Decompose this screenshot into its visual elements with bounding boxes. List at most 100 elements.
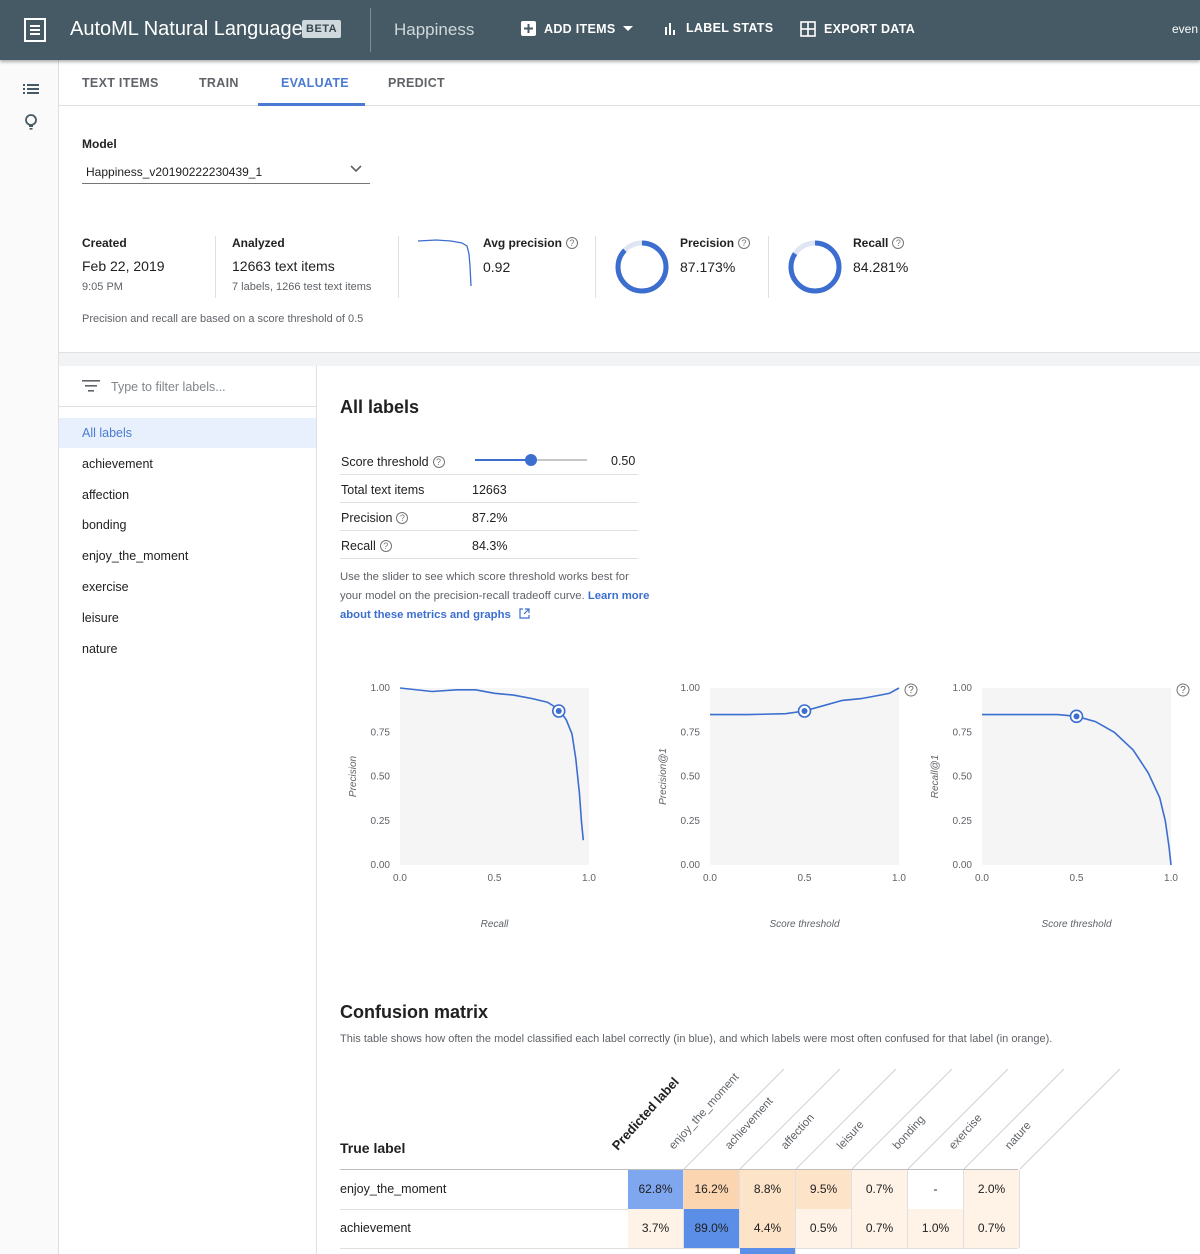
learn-more-link-text: Learn more about these metrics and graph… xyxy=(340,590,650,621)
help-icon[interactable]: ? xyxy=(432,456,445,468)
help-icon-glyph: ? xyxy=(1180,685,1186,696)
label-stats-button[interactable]: LABEL STATS xyxy=(664,21,773,35)
confusion-cell[interactable]: - xyxy=(908,1170,964,1209)
user-account[interactable]: even xyxy=(1172,22,1199,36)
confusion-cell[interactable]: 8.8% xyxy=(740,1170,796,1209)
analyzed-sub: 7 labels, 1266 test text items xyxy=(232,281,372,293)
tab-train[interactable]: TRAIN xyxy=(199,76,239,90)
tab-text-items[interactable]: TEXT ITEMS xyxy=(82,76,159,90)
confusion-cell[interactable]: 62.8% xyxy=(628,1170,684,1209)
y-tick-label: 0.50 xyxy=(953,772,973,783)
detail-recall-value: 84.3% xyxy=(472,539,508,553)
dropdown-arrow-icon xyxy=(623,25,634,31)
confusion-cell[interactable]: 2.0% xyxy=(964,1170,1020,1209)
y-tick-label: 1.00 xyxy=(953,683,973,694)
y-tick-label: 0.75 xyxy=(681,727,701,738)
add-items-button[interactable]: ADD ITEMS xyxy=(521,21,634,36)
precision-row: Precision? 87.2% xyxy=(340,503,638,531)
created-time: 9:05 PM xyxy=(82,281,123,293)
tab-predict[interactable]: PREDICT xyxy=(388,76,445,90)
active-tab-indicator xyxy=(258,103,365,106)
x-tick-label: 0.0 xyxy=(393,873,407,884)
label-list-panel: Type to filter labels... All labels achie… xyxy=(59,366,317,1254)
label-list-item[interactable]: nature xyxy=(82,641,118,656)
lightbulb-icon[interactable] xyxy=(22,113,40,131)
label-list-item[interactable]: exercise xyxy=(82,580,129,594)
recall-donut xyxy=(788,240,842,294)
true-label-row-header: enjoy_the_moment xyxy=(340,1182,447,1196)
slider-hint-text: Use the slider to see which score thresh… xyxy=(340,571,629,602)
help-icon[interactable]: ? xyxy=(738,237,751,249)
series-line xyxy=(710,687,900,716)
label-list-item[interactable]: bonding xyxy=(82,518,127,533)
x-tick-label: 1.0 xyxy=(582,873,596,884)
detail-recall-label-text: Recall xyxy=(341,539,376,553)
x-tick-label: 0.5 xyxy=(1070,873,1084,884)
slider-hint: Use the slider to see which score thresh… xyxy=(340,568,650,625)
learn-more-link[interactable]: Learn more about these metrics and graph… xyxy=(340,590,649,621)
x-axis-title: Recall xyxy=(481,919,510,930)
label-stats-label: LABEL STATS xyxy=(686,21,774,35)
x-axis-title: Score threshold xyxy=(769,919,839,930)
confusion-cell[interactable]: 16.2% xyxy=(684,1170,740,1209)
help-icon[interactable]: ? xyxy=(379,540,392,552)
confusion-cell[interactable]: 0.7% xyxy=(852,1209,908,1248)
confusion-cell[interactable]: 0.7% xyxy=(852,1170,908,1209)
label-filter[interactable]: Type to filter labels... xyxy=(59,366,317,407)
tab-bar: TEXT ITEMS TRAIN EVALUATE PREDICT xyxy=(59,60,1200,106)
detail-precision-label-text: Precision xyxy=(341,511,393,525)
detail-precision-value: 87.2% xyxy=(472,511,508,525)
precision-donut-arc xyxy=(615,240,669,294)
help-icon[interactable]: ? xyxy=(565,237,578,249)
y-axis-title: Precision@1 xyxy=(658,748,669,805)
stat-divider xyxy=(768,236,769,298)
true-label-header: True label xyxy=(340,1140,406,1156)
automl-logo-icon[interactable] xyxy=(24,18,46,42)
y-tick-label: 0.75 xyxy=(953,727,973,738)
model-label: Model xyxy=(82,137,117,151)
confusion-header-diagonals xyxy=(683,1068,1121,1170)
precision-label: Precision? xyxy=(680,236,751,250)
bar-chart-icon xyxy=(665,23,675,35)
tab-evaluate[interactable]: EVALUATE xyxy=(281,76,349,90)
precision-recall-chart: 0.00 0.25 0.50 0.75 1.00 0.0 0.5 1.0 Recall Preci… xyxy=(348,683,596,930)
help-icon[interactable]: ? xyxy=(396,512,409,524)
score-threshold-slider-handle[interactable] xyxy=(525,454,537,466)
label-list-item[interactable]: achievement xyxy=(82,456,153,471)
topbar-divider xyxy=(370,8,371,52)
x-tick-label: 1.0 xyxy=(892,873,906,884)
y-tick-label: 0.25 xyxy=(371,816,391,827)
label-list-item[interactable]: enjoy_the_moment xyxy=(82,549,189,564)
model-select[interactable]: Happiness_v20190222230439_1 xyxy=(82,162,370,184)
stat-divider xyxy=(398,236,399,298)
add-items-label: ADD ITEMS xyxy=(544,21,616,36)
x-tick-label: 0.5 xyxy=(798,873,812,884)
help-icon[interactable]: ? xyxy=(892,237,905,249)
label-list-item[interactable]: affection xyxy=(82,487,130,502)
score-threshold-label-text: Score threshold xyxy=(341,455,429,469)
confusion-cell[interactable]: 4.4% xyxy=(740,1209,796,1248)
list-icon[interactable] xyxy=(22,80,40,98)
model-select-value: Happiness_v20190222230439_1 xyxy=(86,165,263,179)
y-tick-label: 0.50 xyxy=(681,772,701,783)
total-items-value: 12663 xyxy=(472,483,507,497)
detail-precision-label: Precision? xyxy=(341,511,409,525)
confusion-cell[interactable]: 89.0% xyxy=(684,1209,740,1248)
confusion-cell[interactable]: 9.5% xyxy=(796,1170,852,1209)
confusion-header-line xyxy=(340,1169,1018,1170)
confusion-cell[interactable]: 1.0% xyxy=(908,1209,964,1248)
analyzed-value: 12663 text items xyxy=(232,258,335,274)
confusion-cell[interactable]: 3.7% xyxy=(628,1209,684,1248)
confusion-cell[interactable]: 0.5% xyxy=(796,1209,852,1248)
created-label: Created xyxy=(82,236,127,250)
score-threshold-value: 0.50 xyxy=(611,454,636,468)
y-tick-label: 1.00 xyxy=(371,683,391,694)
section-separator xyxy=(59,352,1200,366)
x-tick-label: 1.0 xyxy=(1164,873,1178,884)
confusion-cell[interactable]: 0.7% xyxy=(964,1209,1020,1248)
export-data-button[interactable]: EXPORT DATA xyxy=(800,21,915,37)
label-list-item[interactable]: All labels xyxy=(59,418,316,448)
y-tick-label: 0.00 xyxy=(371,860,391,871)
y-tick-label: 0.25 xyxy=(953,816,973,827)
label-list-item[interactable]: leisure xyxy=(82,610,119,625)
